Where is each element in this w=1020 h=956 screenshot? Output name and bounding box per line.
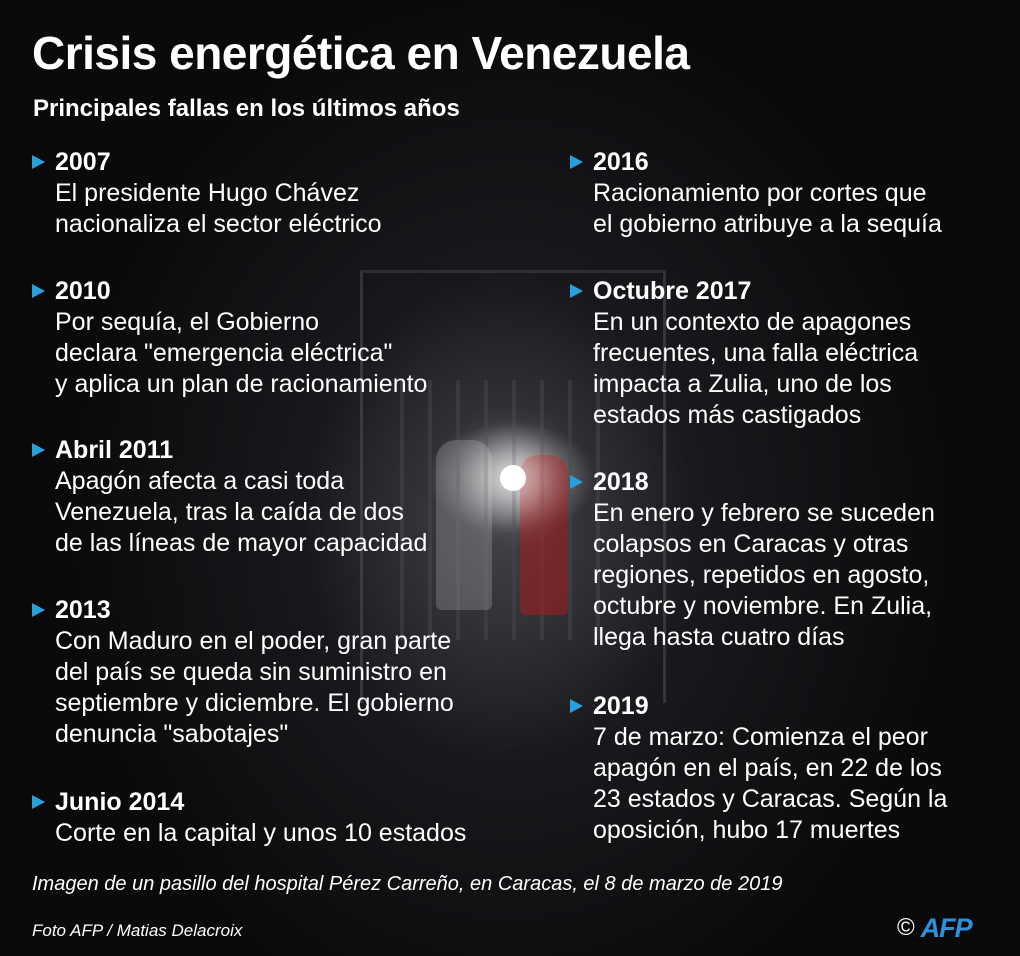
page-title: Crisis energética en Venezuela bbox=[32, 27, 690, 79]
arrow-icon bbox=[32, 155, 45, 169]
event-junio-2014: Junio 2014 Corte en la capital y unos 10… bbox=[32, 786, 466, 849]
event-line: regiones, repetidos en agosto, bbox=[593, 561, 930, 589]
event-label: Octubre 2017 bbox=[593, 276, 752, 305]
event-text: 7 de marzo: Comienza el peor apagón en e… bbox=[593, 722, 947, 846]
event-line: Venezuela, tras la caída de dos bbox=[55, 498, 404, 526]
event-text: Por sequía, el Gobierno declara "emergen… bbox=[55, 307, 427, 400]
event-label: 2018 bbox=[593, 467, 649, 496]
event-line: 23 estados y Caracas. Según la bbox=[593, 785, 948, 813]
person-in-red bbox=[520, 455, 568, 615]
arrow-icon bbox=[570, 475, 583, 489]
event-line: de las líneas de mayor capacidad bbox=[55, 529, 428, 557]
event-label: 2007 bbox=[55, 147, 111, 176]
event-2007: 2007 El presidente Hugo Chávez nacionali… bbox=[32, 146, 382, 240]
event-line: apagón en el país, en 22 de los bbox=[593, 754, 942, 782]
event-line: frecuentes, una falla eléctrica bbox=[593, 339, 919, 367]
event-line: El presidente Hugo Chávez bbox=[55, 179, 360, 207]
photo-credit: Foto AFP / Matias Delacroix bbox=[32, 921, 243, 940]
event-line: Apagón afecta a casi toda bbox=[55, 467, 345, 495]
event-label: Junio 2014 bbox=[55, 787, 185, 816]
event-line: Corte en la capital y unos 10 estados bbox=[55, 819, 467, 847]
event-text: En enero y febrero se suceden colapsos e… bbox=[593, 498, 935, 653]
arrow-icon bbox=[570, 284, 583, 298]
afp-brand: AFP bbox=[920, 912, 973, 943]
event-line: Por sequía, el Gobierno bbox=[55, 308, 320, 336]
event-octubre-2017: Octubre 2017 En un contexto de apagones … bbox=[570, 275, 918, 431]
event-label: 2019 bbox=[593, 691, 649, 720]
arrow-icon bbox=[32, 284, 45, 298]
photo-caption: Imagen de un pasillo del hospital Pérez … bbox=[32, 873, 783, 895]
event-text: Con Maduro en el poder, gran parte del p… bbox=[55, 626, 454, 750]
person-in-white-coat bbox=[436, 440, 492, 610]
arrow-icon bbox=[32, 443, 45, 457]
event-2016: 2016 Racionamiento por cortes que el gob… bbox=[570, 146, 942, 240]
event-2019: 2019 7 de marzo: Comienza el peor apagón… bbox=[570, 690, 947, 846]
event-line: oposición, hubo 17 muertes bbox=[593, 816, 901, 844]
event-line: septiembre y diciembre. El gobierno bbox=[55, 689, 454, 717]
corridor-frame bbox=[360, 270, 666, 703]
event-line: estados más castigados bbox=[593, 401, 862, 429]
event-line: impacta a Zulia, uno de los bbox=[593, 370, 892, 398]
arrow-icon bbox=[32, 603, 45, 617]
event-line: del país se queda sin suministro en bbox=[55, 658, 447, 686]
event-line: llega hasta cuatro días bbox=[593, 623, 845, 651]
event-text: El presidente Hugo Chávez nacionaliza el… bbox=[55, 178, 382, 240]
event-abril-2011: Abril 2011 Apagón afecta a casi toda Ven… bbox=[32, 434, 427, 559]
event-text: Racionamiento por cortes que el gobierno… bbox=[593, 178, 942, 240]
event-2013: 2013 Con Maduro en el poder, gran parte … bbox=[32, 594, 454, 750]
arrow-icon bbox=[570, 699, 583, 713]
event-label: 2016 bbox=[593, 147, 649, 176]
arrow-icon bbox=[570, 155, 583, 169]
copyright-symbol: © bbox=[897, 914, 915, 941]
event-line: En enero y febrero se suceden bbox=[593, 499, 935, 527]
event-line: octubre y noviembre. En Zulia, bbox=[593, 592, 933, 620]
event-line: 7 de marzo: Comienza el peor bbox=[593, 723, 928, 751]
event-line: y aplica un plan de racionamiento bbox=[55, 370, 428, 398]
event-label: 2010 bbox=[55, 276, 111, 305]
event-line: Con Maduro en el poder, gran parte bbox=[55, 627, 452, 655]
event-line: declara "emergencia eléctrica" bbox=[55, 339, 393, 367]
event-label: 2013 bbox=[55, 595, 111, 624]
event-line: colapsos en Caracas y otras bbox=[593, 530, 909, 558]
event-line: En un contexto de apagones bbox=[593, 308, 912, 336]
event-label: Abril 2011 bbox=[55, 435, 174, 464]
event-line: el gobierno atribuye a la sequía bbox=[593, 210, 942, 238]
flashlight-glow bbox=[500, 465, 526, 491]
event-2010: 2010 Por sequía, el Gobierno declara "em… bbox=[32, 275, 427, 400]
event-text: Corte en la capital y unos 10 estados bbox=[55, 818, 466, 849]
event-text: En un contexto de apagones frecuentes, u… bbox=[593, 307, 918, 431]
afp-logo: © AFP bbox=[897, 912, 973, 944]
event-line: nacionaliza el sector eléctrico bbox=[55, 210, 382, 238]
arrow-icon bbox=[32, 795, 45, 809]
page-subtitle: Principales fallas en los últimos años bbox=[33, 95, 460, 122]
event-line: Racionamiento por cortes que bbox=[593, 179, 927, 207]
event-text: Apagón afecta a casi toda Venezuela, tra… bbox=[55, 466, 427, 559]
event-line: denuncia "sabotajes" bbox=[55, 720, 289, 748]
event-2018: 2018 En enero y febrero se suceden colap… bbox=[570, 466, 935, 653]
